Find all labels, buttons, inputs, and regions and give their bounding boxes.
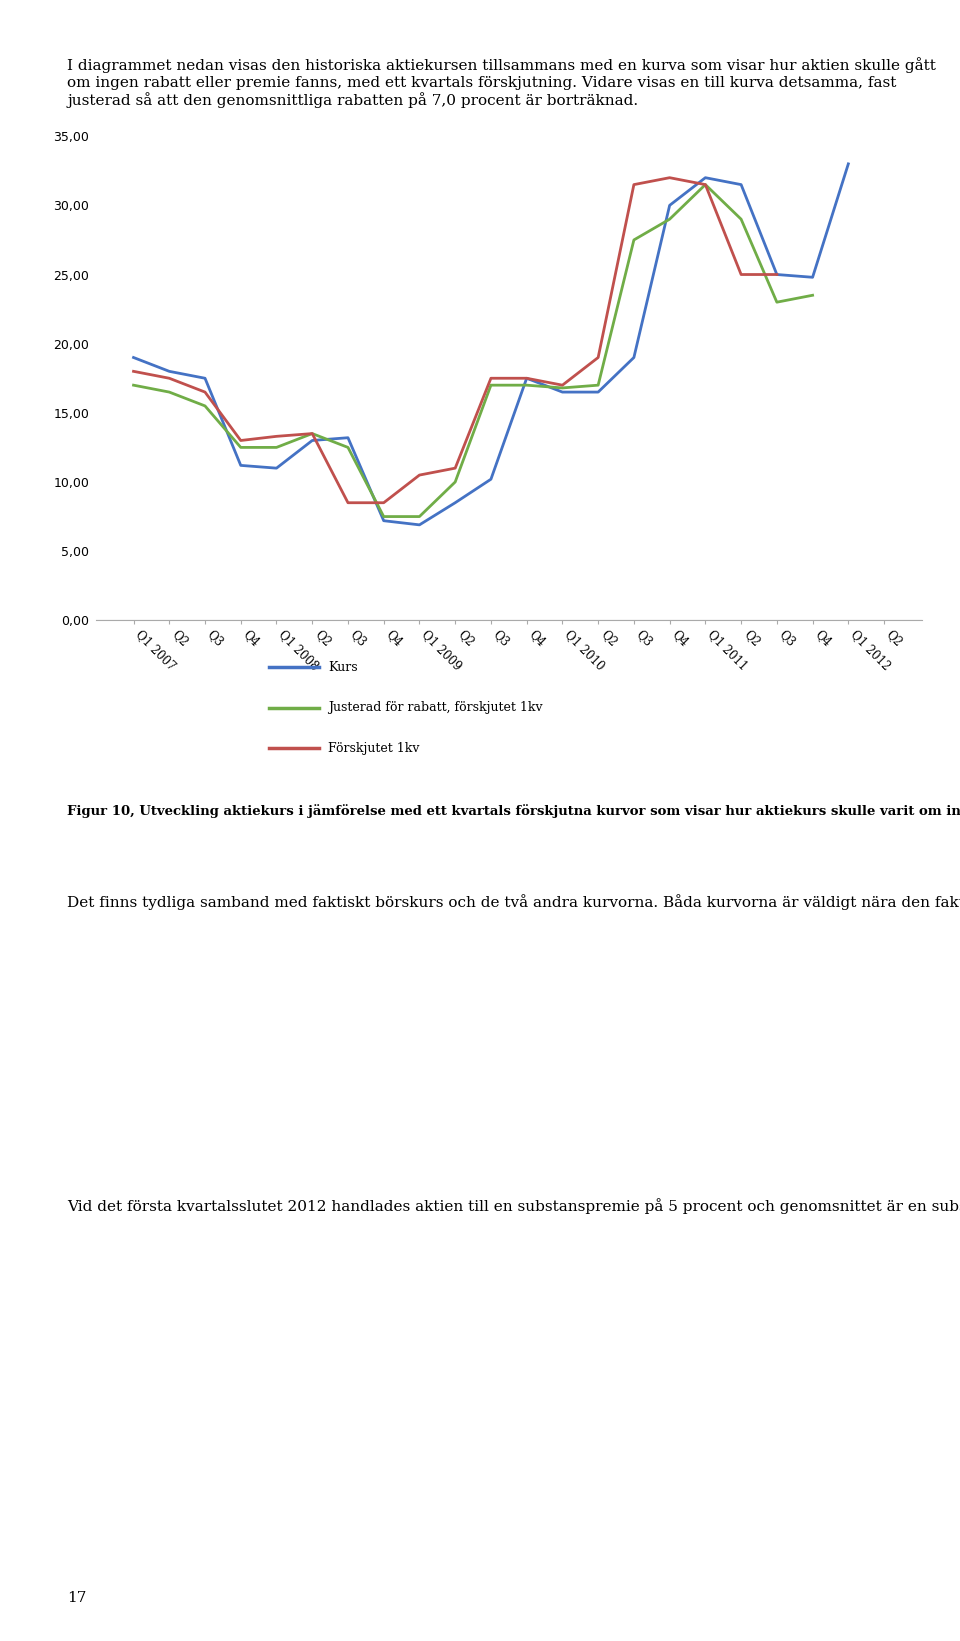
Text: Vid det första kvartalsslutet 2012 handlades aktien till en substanspremie på 5 : Vid det första kvartalsslutet 2012 handl… xyxy=(67,1198,960,1214)
Förskjutet 1kv xyxy=(628,174,639,194)
Förskjutet 1kv xyxy=(271,427,282,446)
Förskjutet 1kv xyxy=(449,458,461,478)
Justerad för rabatt, förskjutet 1kv xyxy=(806,286,818,305)
Kurs xyxy=(628,348,639,368)
Kurs xyxy=(735,174,747,194)
Justerad för rabatt, förskjutet 1kv xyxy=(700,174,711,194)
Kurs xyxy=(235,456,247,476)
Kurs xyxy=(271,458,282,478)
Förskjutet 1kv xyxy=(378,492,390,512)
Kurs xyxy=(485,469,496,489)
Kurs xyxy=(843,154,854,174)
Justerad för rabatt, förskjutet 1kv xyxy=(664,210,676,230)
Line: Kurs: Kurs xyxy=(133,164,849,525)
Förskjutet 1kv xyxy=(771,264,782,284)
Kurs xyxy=(557,382,568,402)
Förskjutet 1kv xyxy=(235,430,247,450)
Text: I diagrammet nedan visas den historiska aktiekursen tillsammans med en kurva som: I diagrammet nedan visas den historiska … xyxy=(67,57,936,108)
Kurs xyxy=(342,428,353,448)
Kurs xyxy=(128,348,139,368)
Förskjutet 1kv xyxy=(735,264,747,284)
Justerad för rabatt, förskjutet 1kv xyxy=(306,423,318,443)
Förskjutet 1kv xyxy=(306,423,318,443)
Justerad för rabatt, förskjutet 1kv xyxy=(628,230,639,249)
Justerad för rabatt, förskjutet 1kv xyxy=(449,473,461,492)
Kurs xyxy=(664,195,676,215)
Förskjutet 1kv xyxy=(557,376,568,395)
Kurs xyxy=(700,167,711,187)
Förskjutet 1kv xyxy=(342,492,353,512)
Justerad för rabatt, förskjutet 1kv xyxy=(485,376,496,395)
Förskjutet 1kv xyxy=(664,167,676,187)
Justerad för rabatt, förskjutet 1kv xyxy=(271,438,282,458)
Kurs xyxy=(378,510,390,530)
Line: Förskjutet 1kv: Förskjutet 1kv xyxy=(133,177,849,502)
Förskjutet 1kv xyxy=(200,382,211,402)
Förskjutet 1kv xyxy=(592,348,604,368)
Text: Kurs: Kurs xyxy=(328,661,357,673)
Kurs xyxy=(200,369,211,389)
Text: Det finns tydliga samband med faktiskt börskurs och de två andra kurvorna. Båda : Det finns tydliga samband med faktiskt b… xyxy=(67,894,960,911)
Justerad för rabatt, förskjutet 1kv xyxy=(235,438,247,458)
Förskjutet 1kv xyxy=(128,361,139,381)
Kurs xyxy=(521,369,533,389)
Justerad för rabatt, förskjutet 1kv xyxy=(592,376,604,395)
Kurs xyxy=(592,382,604,402)
Text: Förskjutet 1kv: Förskjutet 1kv xyxy=(328,742,420,755)
Förskjutet 1kv xyxy=(521,369,533,389)
Line: Justerad för rabatt, förskjutet 1kv: Justerad för rabatt, förskjutet 1kv xyxy=(133,184,884,517)
Justerad för rabatt, förskjutet 1kv xyxy=(200,395,211,415)
Kurs xyxy=(306,430,318,450)
Justerad för rabatt, förskjutet 1kv xyxy=(735,210,747,230)
Förskjutet 1kv xyxy=(700,174,711,194)
Justerad för rabatt, förskjutet 1kv xyxy=(163,382,175,402)
Text: Justerad för rabatt, förskjutet 1kv: Justerad för rabatt, förskjutet 1kv xyxy=(328,701,542,714)
Förskjutet 1kv xyxy=(485,369,496,389)
Justerad för rabatt, förskjutet 1kv xyxy=(342,438,353,458)
Kurs xyxy=(771,264,782,284)
Justerad för rabatt, förskjutet 1kv xyxy=(771,292,782,312)
Förskjutet 1kv xyxy=(414,466,425,486)
Kurs xyxy=(806,267,818,287)
Justerad för rabatt, förskjutet 1kv xyxy=(128,376,139,395)
Justerad för rabatt, förskjutet 1kv xyxy=(557,377,568,397)
Kurs xyxy=(449,492,461,512)
Text: 17: 17 xyxy=(67,1590,86,1605)
Kurs xyxy=(414,515,425,535)
Justerad för rabatt, förskjutet 1kv xyxy=(414,507,425,527)
Justerad för rabatt, förskjutet 1kv xyxy=(521,376,533,395)
Justerad för rabatt, förskjutet 1kv xyxy=(378,507,390,527)
Justerad för rabatt, förskjutet 1kv xyxy=(878,210,890,230)
Förskjutet 1kv xyxy=(163,369,175,389)
Text: Figur 10, Utveckling aktiekurs i jämförelse med ett kvartals förskjutna kurvor s: Figur 10, Utveckling aktiekurs i jämföre… xyxy=(67,804,960,817)
Förskjutet 1kv xyxy=(843,182,854,202)
Kurs xyxy=(163,361,175,381)
